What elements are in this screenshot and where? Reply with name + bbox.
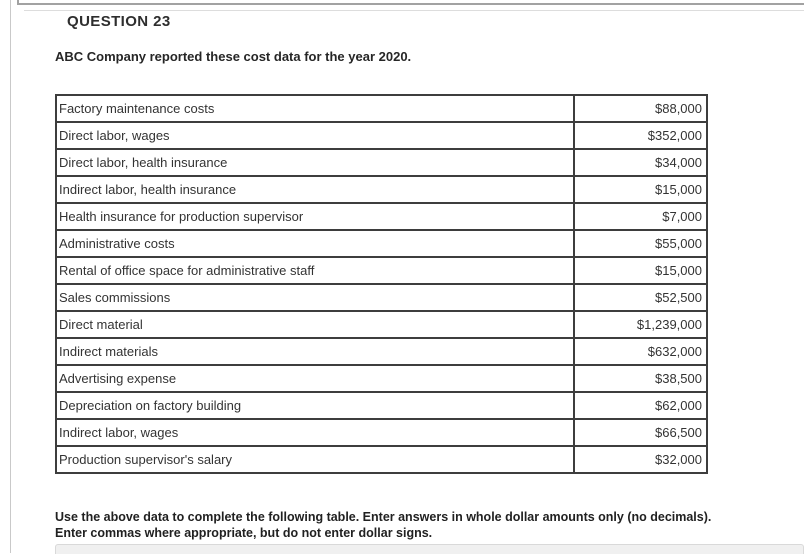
cost-item-amount: $52,500 [572,283,709,312]
cost-item-label: Direct labor, wages [55,121,575,150]
cost-item-amount: $34,000 [572,148,709,177]
cost-item-label: Direct labor, health insurance [55,148,575,177]
table-row: Production supervisor's salary $32,000 [55,445,709,474]
table-row: Direct labor, wages $352,000 [55,121,709,150]
table-row: Direct material $1,239,000 [55,310,709,339]
instructions-line-1: Use the above data to complete the follo… [55,510,712,524]
table-row: Indirect materials $632,000 [55,337,709,366]
cost-item-amount: $7,000 [572,202,709,231]
cost-item-amount: $88,000 [572,94,709,123]
cost-data-table: Factory maintenance costs $88,000 Direct… [55,94,709,474]
instructions-line-2: Enter commas where appropriate, but do n… [55,526,433,540]
table-row: Sales commissions $52,500 [55,283,709,312]
cost-item-amount: $62,000 [572,391,709,420]
cost-item-amount: $1,239,000 [572,310,709,339]
cost-item-label: Advertising expense [55,364,575,393]
cost-item-label: Direct material [55,310,575,339]
cost-item-label: Sales commissions [55,283,575,312]
table-row: Health insurance for production supervis… [55,202,709,231]
cost-item-label: Administrative costs [55,229,575,258]
cost-item-amount: $66,500 [572,418,709,447]
table-row: Direct labor, health insurance $34,000 [55,148,709,177]
cost-item-label: Production supervisor's salary [55,445,575,474]
cost-item-label: Indirect labor, health insurance [55,175,575,204]
cost-item-amount: $32,000 [572,445,709,474]
cost-item-amount: $632,000 [572,337,709,366]
cost-item-amount: $15,000 [572,175,709,204]
cost-item-label: Depreciation on factory building [55,391,575,420]
table-row: Depreciation on factory building $62,000 [55,391,709,420]
table-row: Factory maintenance costs $88,000 [55,94,709,123]
cost-table-body: Factory maintenance costs $88,000 Direct… [55,94,709,474]
cost-item-label: Health insurance for production supervis… [55,202,575,231]
table-row: Indirect labor, health insurance $15,000 [55,175,709,204]
cost-item-amount: $55,000 [572,229,709,258]
cost-item-label: Factory maintenance costs [55,94,575,123]
table-row: Administrative costs $55,000 [55,229,709,258]
answer-instructions: Use the above data to complete the follo… [55,509,795,541]
question-number-heading: QUESTION 23 [67,13,171,30]
page-left-rule [10,0,11,553]
previous-question-box-edge [17,0,804,5]
table-row: Rental of office space for administrativ… [55,256,709,285]
cost-item-amount: $38,500 [572,364,709,393]
cost-item-label: Indirect materials [55,337,575,366]
previous-question-box-shadow [24,10,804,11]
table-row: Advertising expense $38,500 [55,364,709,393]
cost-item-label: Indirect labor, wages [55,418,575,447]
cost-item-label: Rental of office space for administrativ… [55,256,575,285]
cost-item-amount: $15,000 [572,256,709,285]
table-row: Indirect labor, wages $66,500 [55,418,709,447]
cost-item-amount: $352,000 [572,121,709,150]
question-intro-text: ABC Company reported these cost data for… [55,49,412,64]
